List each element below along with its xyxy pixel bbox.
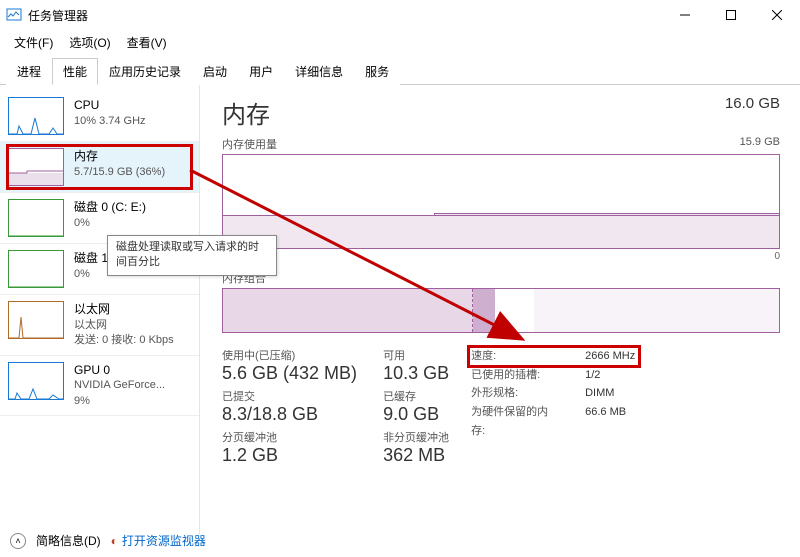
menu-options[interactable]: 选项(O) [63,32,116,53]
tab-3[interactable]: 启动 [192,58,238,85]
sidebar-thumb [8,250,64,288]
stat-0: 使用中(已压缩)5.6 GB (432 MB) [222,347,357,384]
sidebar-thumb [8,199,64,237]
usage-chart[interactable] [222,154,780,249]
menubar: 文件(F) 选项(O) 查看(V) [0,30,800,55]
content: CPU10% 3.74 GHz 内存5.7/15.9 GB (36%) 磁盘 0 (… [0,85,800,534]
sidebar-info: 内存5.7/15.9 GB (36%) [74,148,165,180]
sidebar-info: CPU10% 3.74 GHz [74,97,146,129]
app-icon [6,7,22,23]
window-title: 任务管理器 [28,7,662,24]
stat-5: 非分页缓冲池362 MB [383,429,449,466]
sidebar-info: 磁盘 0 (C: E:)0% [74,199,146,231]
chevron-up-icon[interactable]: ˄ [10,533,26,549]
sidebar-info: GPU 0NVIDIA GeForce...9% [74,362,165,410]
composition-chart[interactable] [222,288,780,333]
sidebar-item-0[interactable]: CPU10% 3.74 GHz [0,91,199,142]
stat-2: 已提交8.3/18.8 GB [222,388,357,425]
stat-right-3: 为硬件保留的内存:66.6 MB [471,403,635,440]
sidebar-info: 以太网以太网发送: 0 接收: 0 Kbps [74,301,174,349]
tab-2[interactable]: 应用历史记录 [98,58,192,85]
stat-right-2: 外形规格:DIMM [471,384,635,403]
tabbar: 进程性能应用历史记录启动用户详细信息服务 [0,57,800,85]
sidebar-thumb [8,148,64,186]
usage-max: 15.9 GB [740,136,780,152]
memory-total: 16.0 GB [725,95,780,112]
tab-5[interactable]: 详细信息 [284,58,354,85]
sidebar-item-5[interactable]: GPU 0NVIDIA GeForce...9% [0,356,199,417]
sidebar-info: 磁盘 10% [74,250,108,282]
stats-right: 速度:2666 MHz已使用的插槽:1/2外形规格:DIMM为硬件保留的内存:6… [471,347,635,468]
tab-4[interactable]: 用户 [238,58,284,85]
close-button[interactable] [754,0,800,30]
stat-right-0: 速度:2666 MHz [471,347,635,366]
sidebar-thumb [8,301,64,339]
sidebar: CPU10% 3.74 GHz 内存5.7/15.9 GB (36%) 磁盘 0 (… [0,85,200,534]
minimize-button[interactable] [662,0,708,30]
menu-view[interactable]: 查看(V) [121,32,173,53]
sidebar-thumb [8,97,64,135]
menu-file[interactable]: 文件(F) [8,32,59,53]
main-panel: 内存 16.0 GB 内存使用量 15.9 GB 0 内存组合 使用中(已压缩)… [200,85,800,534]
open-resource-monitor-link[interactable]: ◐ 打开资源监视器 [111,532,206,549]
stats-left: 使用中(已压缩)5.6 GB (432 MB) 可用10.3 GB 已提交8.3/1… [222,347,449,468]
stat-right-1: 已使用的插槽:1/2 [471,366,635,385]
axis-zero: 0 [222,251,780,262]
page-title: 内存 [222,95,270,130]
stats: 使用中(已压缩)5.6 GB (432 MB) 可用10.3 GB 已提交8.3/1… [222,347,780,468]
sidebar-item-1[interactable]: 内存5.7/15.9 GB (36%) [0,142,199,193]
stat-1: 可用10.3 GB [383,347,449,384]
maximize-button[interactable] [708,0,754,30]
usage-label: 内存使用量 [222,136,277,152]
tab-6[interactable]: 服务 [354,58,400,85]
composition-label: 内存组合 [222,270,780,286]
resource-monitor-icon: ◐ [111,534,118,548]
sidebar-item-4[interactable]: 以太网以太网发送: 0 接收: 0 Kbps [0,295,199,356]
tooltip: 磁盘处理读取或写入请求的时间百分比 [107,235,277,276]
usage-chart-area: 0 内存组合 [222,154,780,333]
tab-0[interactable]: 进程 [6,58,52,85]
sidebar-thumb [8,362,64,400]
stat-4: 分页缓冲池1.2 GB [222,429,357,466]
titlebar: 任务管理器 [0,0,800,30]
tab-1[interactable]: 性能 [52,58,98,85]
footer: ˄ 简略信息(D) ◐ 打开资源监视器 [10,532,206,549]
window-controls [662,0,800,30]
stat-3: 已缓存9.0 GB [383,388,449,425]
brief-info-button[interactable]: 简略信息(D) [36,532,101,549]
